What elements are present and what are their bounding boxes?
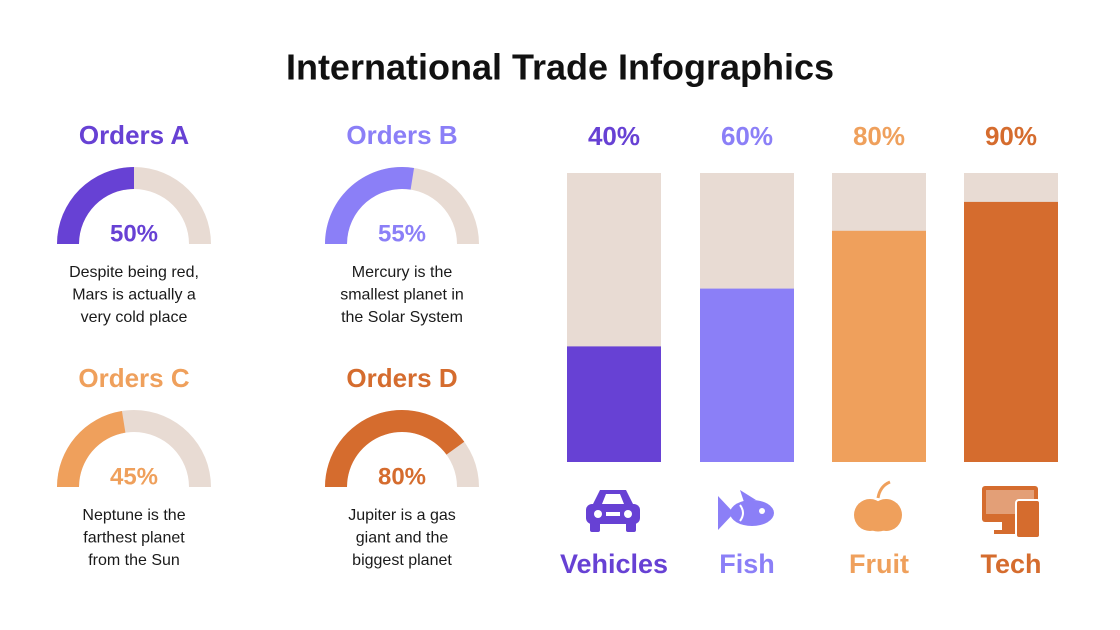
computer-icon — [982, 486, 1041, 539]
bar — [964, 201, 1058, 462]
gauge-value — [57, 410, 126, 487]
bar — [832, 230, 926, 462]
description: biggest planet — [352, 552, 452, 569]
gauge-label: 80% — [378, 463, 426, 490]
gauge-value — [325, 166, 415, 244]
gauge-value — [325, 410, 465, 487]
description: giant and the — [356, 530, 449, 547]
slide-title: International Trade Infographics — [286, 47, 834, 88]
description: Despite being red, — [69, 264, 199, 281]
gauge-title: Orders C — [78, 363, 189, 393]
bar-label: 90% — [985, 121, 1037, 151]
gauge-value — [57, 167, 134, 244]
category-label: Fruit — [849, 549, 909, 579]
description: Mars is actually a — [72, 287, 196, 304]
description: the Solar System — [341, 309, 463, 326]
apple-icon — [854, 480, 902, 532]
bar-label: 80% — [853, 121, 905, 151]
bar-label: 60% — [721, 121, 773, 151]
gauge-title: Orders B — [346, 120, 457, 150]
gauge-label: 55% — [378, 220, 426, 247]
category-label: Fish — [719, 549, 775, 579]
car-icon — [586, 490, 640, 532]
fish-icon — [718, 490, 774, 530]
category-label: Vehicles — [560, 549, 668, 579]
bar — [567, 346, 661, 462]
description: farthest planet — [83, 530, 185, 547]
gauge-label: 45% — [110, 463, 158, 490]
description: from the Sun — [88, 552, 180, 569]
gauge-title: Orders A — [79, 120, 190, 150]
description: Jupiter is a gas — [348, 507, 456, 524]
description: Mercury is the — [352, 264, 453, 281]
description: smallest planet in — [340, 287, 464, 304]
bar-label: 40% — [588, 121, 640, 151]
gauge-label: 50% — [110, 220, 158, 247]
description: Neptune is the — [82, 507, 185, 524]
category-label: Tech — [980, 549, 1041, 579]
gauge-title: Orders D — [346, 363, 457, 393]
bar — [700, 288, 794, 462]
description: very cold place — [81, 309, 188, 326]
